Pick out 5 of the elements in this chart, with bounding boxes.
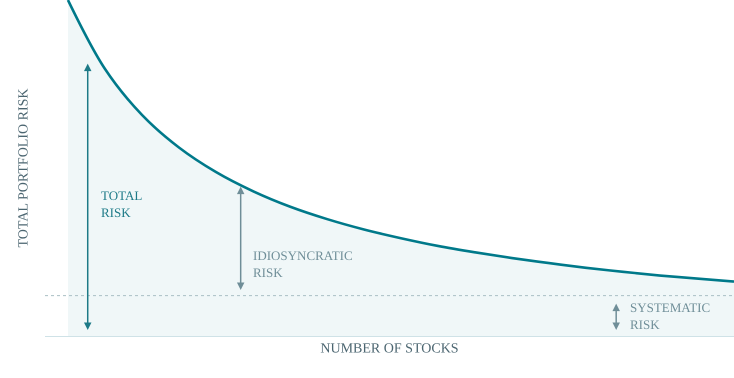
y-axis-title: TOTAL PORTFOLIO RISK [16,88,32,248]
annotation: SYSTEMATIC RISK [630,300,710,332]
annotation: TOTAL RISK [101,188,142,220]
annotation: IDIOSYNCRATIC RISK [253,248,353,280]
x-axis-title: NUMBER OF STOCKS [320,341,459,356]
